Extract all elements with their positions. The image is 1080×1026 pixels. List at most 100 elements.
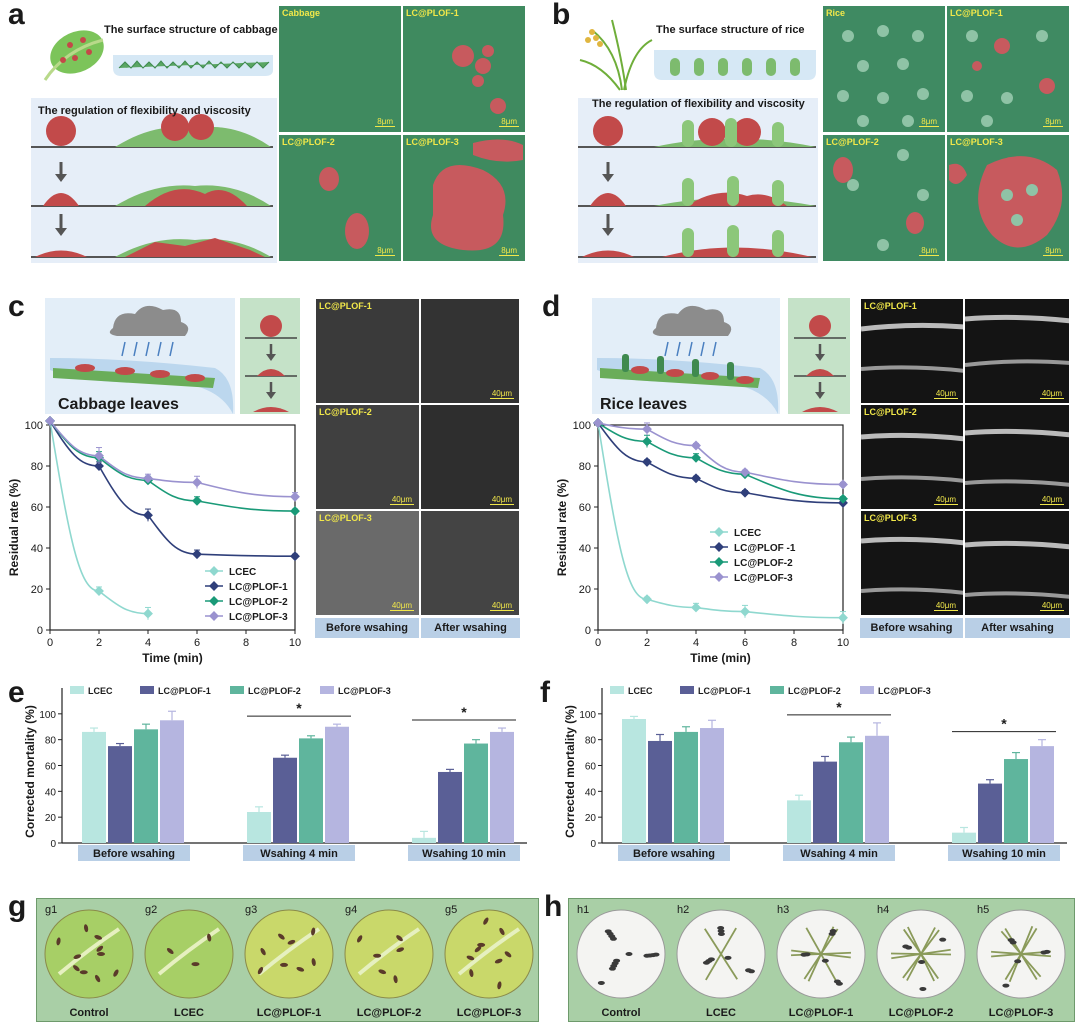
- dish-label: LCEC: [706, 1007, 736, 1019]
- legend-label: LCEC: [88, 686, 113, 696]
- y-tick-label: 100: [579, 710, 596, 721]
- bar: [273, 757, 297, 843]
- y-tick-label: 60: [579, 502, 591, 514]
- larva: [643, 953, 651, 958]
- cabbage-circles-svg: g1 Control g2 LCEC g3 LC@PLOF-1 g4 LC@PLOF-2 g5 L…: [44, 904, 534, 1019]
- legend-swatch: [770, 686, 784, 694]
- larva: [260, 948, 266, 956]
- fluo-label: LC@PLOF-1: [319, 301, 372, 311]
- larva: [357, 935, 363, 943]
- x-tick-label: 8: [791, 637, 797, 649]
- legend-label: LCEC: [734, 528, 761, 539]
- x-tick-label: 8: [243, 637, 249, 649]
- y-axis-label: Corrected mortality (%): [563, 705, 577, 838]
- scale-bar: 40μm: [1039, 601, 1064, 611]
- fluo-rice-plof2-after: 40μm: [964, 404, 1070, 510]
- fluo-cabbage-plof2-before: LC@PLOF-2 40μm: [315, 404, 420, 510]
- legend-swatch: [230, 686, 244, 694]
- larva: [1040, 950, 1048, 955]
- rice-leaves-title: Rice leaves: [600, 396, 688, 413]
- x-tick-label: 10: [289, 637, 301, 649]
- larva: [278, 933, 285, 940]
- y-tick-label: 0: [50, 839, 56, 850]
- larva: [828, 931, 836, 936]
- larva: [919, 986, 927, 991]
- y-tick-label: 0: [590, 839, 596, 850]
- bar: [865, 735, 889, 843]
- legend-label: LC@PLOF-2: [788, 686, 841, 696]
- larva: [207, 933, 212, 942]
- data-point: [593, 418, 603, 428]
- bar: [438, 771, 462, 843]
- bar: [648, 740, 672, 843]
- legend-label: LC@PLOF-3: [338, 686, 391, 696]
- sem-label: LC@PLOF-2: [282, 137, 335, 147]
- data-point: [290, 491, 300, 502]
- legend-label: LC@PLOF-3: [229, 612, 288, 623]
- larva: [311, 927, 316, 936]
- bar: [490, 731, 514, 843]
- larva: [724, 955, 732, 960]
- larva: [821, 958, 829, 963]
- dish-sublabel: g2: [145, 904, 157, 916]
- legend-label: LC@PLOF-1: [229, 582, 288, 593]
- larva: [191, 962, 200, 967]
- series-line: [49, 420, 149, 615]
- leaf-disc: [44, 909, 134, 999]
- scale-bar: 40μm: [1039, 495, 1064, 505]
- y-tick-label: 60: [45, 762, 57, 773]
- y-tick-label: 80: [585, 736, 597, 747]
- category-label: Wsahing 4 min: [260, 848, 338, 860]
- after-washing-label-d: After wsahing: [965, 618, 1070, 638]
- category-label: Before wsahing: [93, 848, 175, 860]
- larva: [287, 939, 296, 945]
- fluo-cabbage-plof3-before: LC@PLOF-3 40μm: [315, 510, 420, 616]
- y-tick-label: 40: [579, 543, 591, 555]
- dish-sublabel: g1: [45, 904, 57, 916]
- rice-regulation-row-2: [578, 162, 816, 207]
- larva: [166, 948, 174, 954]
- plot-frame: [49, 424, 296, 631]
- leaf-vein: [457, 927, 521, 976]
- dish-sublabel: g3: [245, 904, 257, 916]
- data-point: [691, 602, 701, 613]
- leaf-vein: [157, 927, 221, 976]
- leaf-disc: [344, 909, 434, 999]
- data-point: [192, 477, 202, 488]
- x-axis-label: Time (min): [142, 651, 202, 665]
- cabbage-schematic: [31, 30, 277, 263]
- larva: [378, 969, 387, 975]
- y-tick-label: 100: [25, 420, 43, 432]
- larva: [494, 958, 503, 964]
- scale-bar: 8μm: [919, 246, 939, 256]
- legend-label: LC@PLOF -1: [734, 543, 796, 554]
- larva: [79, 970, 88, 975]
- larva: [497, 981, 502, 990]
- y-tick-label: 60: [585, 762, 597, 773]
- larva: [280, 962, 289, 967]
- legend-label: LC@PLOF-3: [878, 686, 931, 696]
- bar: [247, 812, 271, 843]
- legend-marker: [209, 581, 219, 591]
- category-box: [948, 845, 1060, 861]
- y-tick-label: 80: [579, 461, 591, 473]
- leaf-vein: [357, 927, 421, 976]
- data-point: [290, 551, 300, 562]
- y-tick-label: 80: [31, 461, 43, 473]
- data-point: [143, 473, 153, 484]
- significance-marker: *: [461, 704, 467, 720]
- rice-dish-4: [876, 909, 966, 999]
- cabbage-dish-3: [244, 909, 334, 999]
- series-line: [597, 422, 844, 500]
- larva: [296, 966, 305, 972]
- legend-marker: [714, 527, 724, 537]
- panel-label-e: e: [8, 676, 25, 709]
- sem-cabbage-plof1: LC@PLOF-1 8μm: [402, 5, 526, 133]
- bar: [952, 832, 976, 843]
- leaf-disc: [144, 909, 234, 999]
- dish-sublabel: h3: [777, 904, 789, 916]
- larva: [396, 935, 403, 942]
- scale-bar: 8μm: [499, 117, 519, 127]
- bar: [1030, 746, 1054, 843]
